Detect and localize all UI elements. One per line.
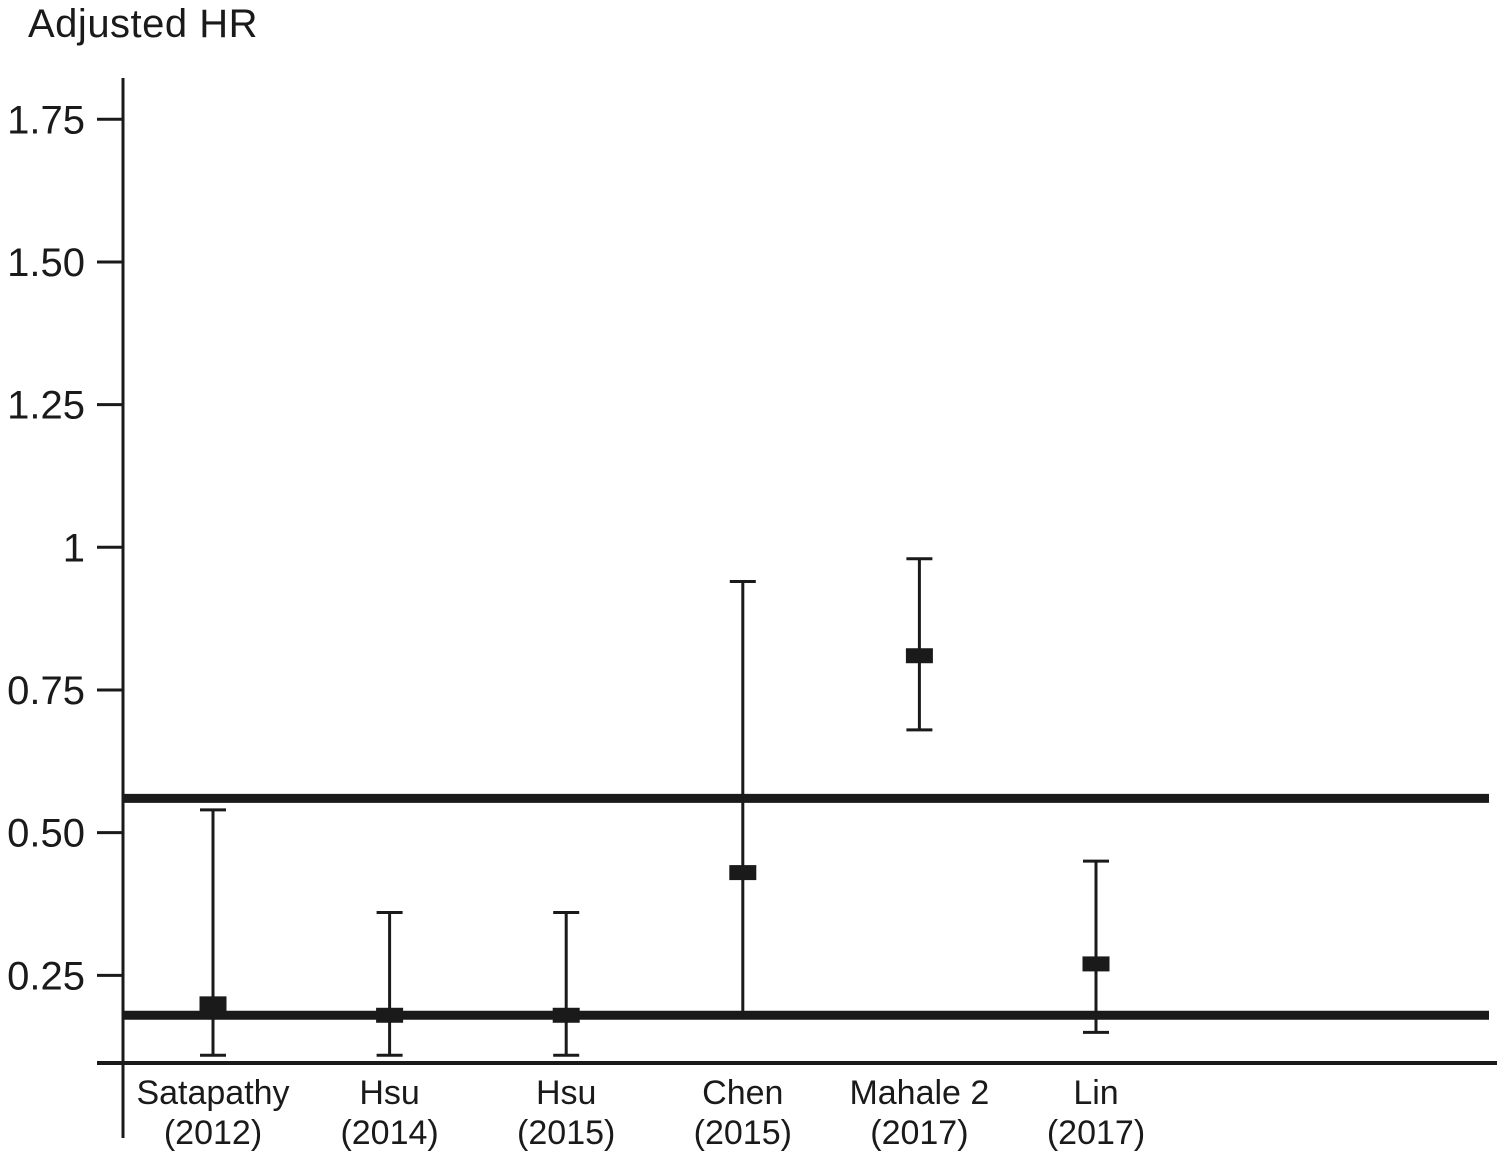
x-label-name: Satapathy bbox=[136, 1074, 289, 1112]
x-label-year: (2017) bbox=[870, 1114, 968, 1152]
x-label-year: (2017) bbox=[1047, 1114, 1145, 1152]
hr-marker bbox=[1082, 956, 1110, 972]
hr-marker bbox=[552, 1007, 580, 1023]
x-label-name: Mahale 2 bbox=[849, 1074, 989, 1112]
study-satapathy-2012 bbox=[199, 808, 227, 1057]
x-label-year: (2015) bbox=[694, 1114, 792, 1152]
y-tick-label: 0.25 bbox=[7, 954, 85, 998]
hr-marker bbox=[905, 648, 933, 664]
x-label-year: (2015) bbox=[517, 1114, 615, 1152]
chart-title: Adjusted HR bbox=[28, 2, 259, 46]
y-tick-label: 0.50 bbox=[7, 812, 85, 856]
y-tick-label: 0.75 bbox=[7, 669, 85, 713]
x-label-name: Hsu bbox=[359, 1074, 419, 1112]
x-label-year: (2012) bbox=[164, 1114, 262, 1152]
hr-marker bbox=[376, 1007, 404, 1023]
study-hsu-2014 bbox=[376, 911, 404, 1057]
hr-marker bbox=[199, 996, 227, 1012]
y-tick-label: 1.50 bbox=[7, 241, 85, 285]
hr-marker bbox=[729, 865, 757, 881]
study-mahale-2-2017 bbox=[905, 557, 933, 732]
x-label-year: (2014) bbox=[340, 1114, 438, 1152]
y-tick-label: 1.75 bbox=[7, 98, 85, 142]
y-tick-label: 1.25 bbox=[7, 384, 85, 428]
study-hsu-2015 bbox=[552, 911, 580, 1057]
study-lin-2017 bbox=[1082, 859, 1110, 1034]
x-label-name: Hsu bbox=[536, 1074, 596, 1112]
x-label-name: Lin bbox=[1073, 1074, 1118, 1112]
study-chen-2015 bbox=[729, 580, 757, 1016]
y-tick-label: 1 bbox=[63, 526, 85, 570]
x-label-name: Chen bbox=[702, 1074, 783, 1112]
